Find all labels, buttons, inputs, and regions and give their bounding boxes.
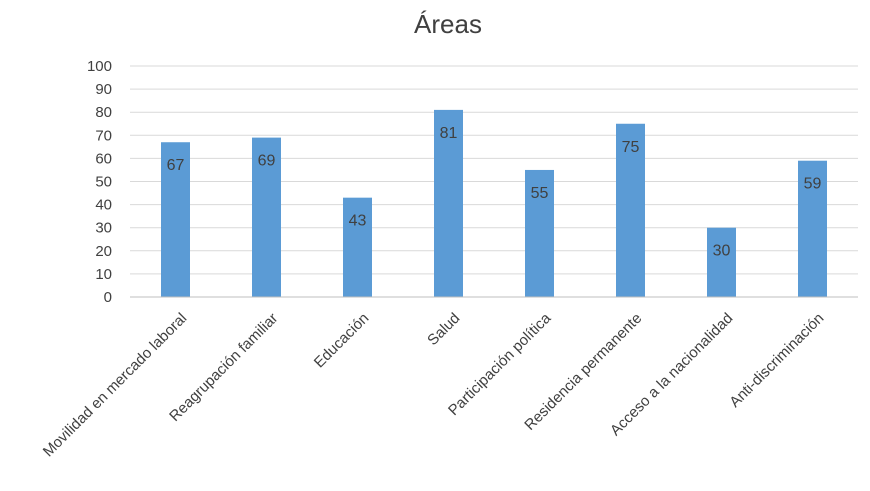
y-tick-label: 40 <box>95 197 112 214</box>
bar <box>434 109 463 297</box>
x-category-label: Movilidad en mercado laboral <box>40 310 191 461</box>
data-label: 43 <box>349 213 367 230</box>
bars <box>161 109 827 297</box>
y-tick-label: 50 <box>95 174 112 191</box>
bar <box>616 123 645 297</box>
y-tick-label: 80 <box>95 104 112 121</box>
data-labels: 67 69 43 81 55 75 30 59 <box>167 125 822 260</box>
x-category-label: Anti-discriminación <box>726 310 827 411</box>
y-tick-label: 20 <box>95 243 112 260</box>
data-label: 75 <box>622 139 640 156</box>
x-category-label: Educación <box>311 310 373 372</box>
x-category-label: Participación política <box>445 309 555 419</box>
y-axis-ticks: 0 10 20 30 40 50 60 70 80 90 100 <box>87 58 112 306</box>
data-label: 55 <box>531 185 549 202</box>
data-label: 30 <box>713 243 731 260</box>
x-axis-categories: Movilidad en mercado laboralReagrupación… <box>40 309 828 460</box>
y-tick-label: 10 <box>95 266 112 283</box>
y-tick-label: 100 <box>87 58 112 75</box>
x-category-label: Salud <box>424 310 463 349</box>
bar <box>525 169 554 297</box>
y-tick-label: 30 <box>95 220 112 237</box>
bar <box>161 142 190 297</box>
data-label: 69 <box>258 153 276 170</box>
chart-title: Áreas <box>414 9 482 39</box>
data-label: 59 <box>804 176 822 193</box>
bar <box>343 197 372 297</box>
bar <box>252 137 281 297</box>
y-tick-label: 90 <box>95 81 112 98</box>
data-label: 67 <box>167 157 185 174</box>
y-tick-label: 0 <box>104 289 112 306</box>
bar <box>798 160 827 297</box>
bar <box>707 227 736 297</box>
y-tick-label: 60 <box>95 150 112 167</box>
data-label: 81 <box>440 125 458 142</box>
y-tick-label: 70 <box>95 127 112 144</box>
gridlines <box>130 65 858 275</box>
